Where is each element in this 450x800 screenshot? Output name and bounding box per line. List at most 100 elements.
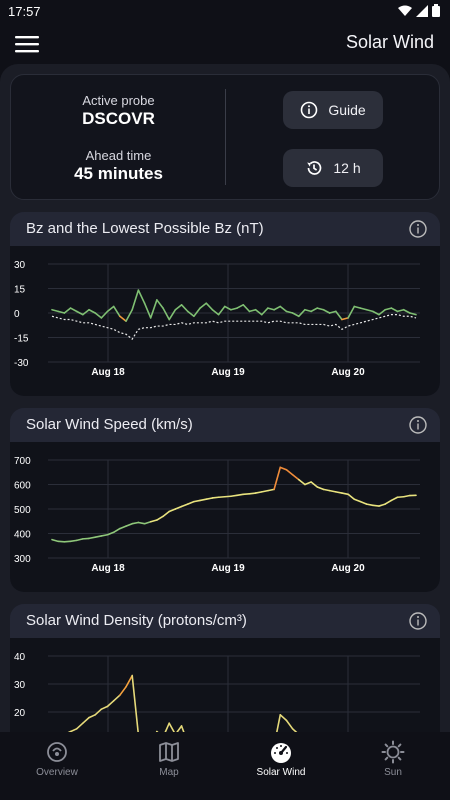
series-segment	[174, 505, 183, 510]
nav-sun-label: Sun	[384, 767, 402, 778]
series-segment	[341, 492, 349, 496]
series-segment	[180, 304, 189, 313]
nav-solar-wind-label: Solar Wind	[256, 767, 306, 778]
series-segment	[273, 305, 282, 311]
hamburger-icon	[15, 36, 39, 53]
series-segment	[328, 310, 337, 314]
series-segment	[267, 488, 275, 492]
series-segment	[390, 496, 399, 502]
series-segment	[291, 728, 298, 732]
density-info-button[interactable]	[408, 611, 428, 631]
series-segment	[279, 714, 288, 722]
series-segment	[205, 497, 214, 501]
info-icon	[409, 416, 427, 434]
series-segment	[359, 500, 368, 505]
series-segment	[193, 499, 201, 503]
bz-chart-title: Bz and the Lowest Possible Bz (nT)	[26, 220, 264, 237]
series-segment	[174, 304, 183, 311]
series-segment	[402, 494, 411, 498]
series-segment	[310, 307, 319, 313]
nav-solar-wind[interactable]: Solar Wind	[225, 732, 337, 800]
series-segment	[223, 305, 232, 311]
series-segment	[63, 307, 72, 314]
speed-chart-card: Solar Wind Speed (km/s) 700 600 500 400 300 A…	[10, 408, 440, 592]
content-area[interactable]: Active probe DSCOVR Ahead time 45 minute…	[0, 64, 450, 732]
series-segment	[242, 304, 251, 313]
y-tick-label: 400	[14, 530, 31, 541]
series-segment	[378, 308, 386, 316]
x-tick-label: Aug 20	[331, 367, 365, 378]
bz-chart-body: 30 15 0 -15 -30 Aug 18 Aug 19 Aug 20	[10, 246, 440, 396]
y-tick-label: 30	[14, 680, 26, 691]
map-icon	[159, 742, 179, 762]
series-segment	[131, 289, 140, 311]
series-segment	[276, 714, 282, 732]
menu-button[interactable]	[14, 32, 40, 56]
x-tick-label: Aug 19	[211, 367, 245, 378]
y-tick-label: 15	[14, 285, 26, 296]
series-segment	[322, 308, 331, 314]
series-segment	[316, 307, 325, 311]
series-segment	[341, 317, 349, 321]
series-segment	[69, 539, 78, 543]
nav-overview[interactable]: Overview	[1, 732, 113, 800]
battery-icon	[432, 4, 440, 17]
series-segment	[51, 308, 59, 313]
series-segment	[143, 302, 152, 319]
series-segment	[57, 310, 66, 314]
series-segment	[260, 307, 269, 316]
series-segment	[230, 494, 238, 498]
bz-info-button[interactable]	[408, 219, 428, 239]
series-segment	[291, 312, 300, 318]
y-tick-label: 300	[14, 554, 31, 565]
status-icons	[398, 4, 440, 17]
series-segment	[304, 481, 312, 486]
series-segment	[180, 725, 185, 732]
series-segment	[248, 492, 257, 495]
series-segment	[211, 496, 220, 499]
series-segment	[143, 520, 152, 525]
series-segment	[162, 307, 171, 321]
series-segment	[112, 527, 121, 534]
series-segment	[199, 302, 208, 309]
series-segment	[100, 310, 109, 319]
density-chart-header: Solar Wind Density (protons/cm³)	[10, 604, 440, 638]
series-segment	[291, 473, 300, 481]
bz-chart: 30 15 0 -15 -30 Aug 18 Aug 19 Aug 20	[14, 260, 420, 378]
series-segment	[372, 504, 380, 507]
series-segment	[131, 521, 140, 525]
series-segment	[69, 307, 78, 313]
series-segment	[285, 468, 294, 476]
series-segment	[164, 722, 171, 732]
x-tick-label: Aug 19	[211, 563, 245, 574]
series-segment	[125, 674, 134, 688]
status-bar: 17:57	[0, 0, 450, 24]
series-segment	[254, 491, 263, 494]
time-range-button[interactable]: 12 h	[283, 149, 383, 187]
series-segment	[119, 525, 127, 530]
series-segment	[285, 310, 294, 314]
series-segment	[378, 503, 386, 507]
series-segment	[279, 305, 288, 313]
series-segment	[310, 481, 319, 488]
active-probe-value: DSCOVR	[82, 109, 155, 128]
page-title: Solar Wind	[345, 32, 434, 52]
series-segment	[353, 498, 362, 503]
series-segment	[334, 491, 343, 494]
speed-info-button[interactable]	[408, 415, 428, 435]
guide-label: Guide	[328, 102, 366, 118]
signal-icon	[416, 4, 428, 17]
nav-map[interactable]: Map	[113, 732, 225, 800]
series-segment	[230, 307, 238, 311]
series-segment	[100, 705, 109, 710]
series-segment	[384, 307, 393, 311]
y-tick-label: 500	[14, 505, 31, 516]
speed-chart-header: Solar Wind Speed (km/s)	[10, 408, 440, 442]
series-segment	[316, 486, 325, 491]
guide-button[interactable]: Guide	[283, 91, 383, 129]
y-tick-label: 600	[14, 481, 31, 492]
overview-icon	[47, 742, 67, 762]
nav-sun[interactable]: Sun	[337, 732, 449, 800]
probe-card: Active probe DSCOVR Ahead time 45 minute…	[10, 74, 440, 200]
history-icon	[307, 161, 322, 175]
